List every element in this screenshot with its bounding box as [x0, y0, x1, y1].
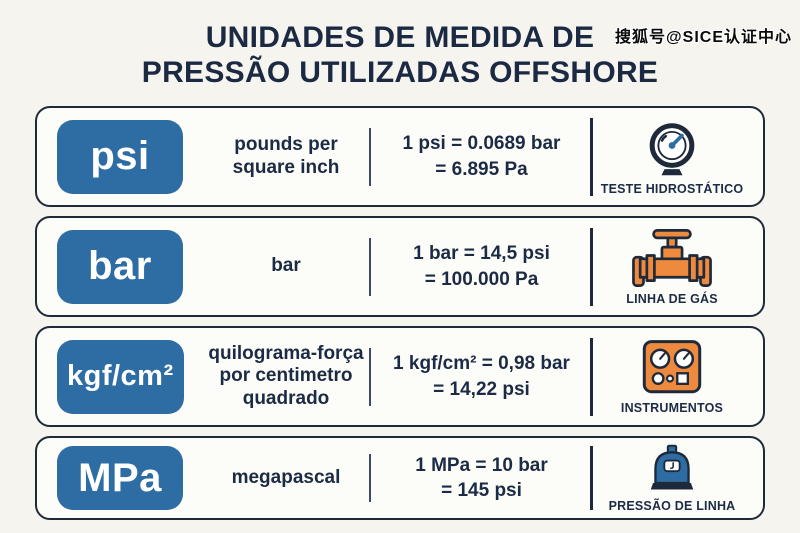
conversion-line1: 1 MPa = 10 bar — [415, 454, 548, 476]
divider — [369, 454, 371, 503]
divider — [590, 446, 593, 511]
unit-badge-wrap: MPa — [57, 446, 205, 511]
divider — [369, 127, 371, 186]
conversion-line1: 1 bar = 14,5 psi — [413, 243, 550, 265]
divider — [590, 337, 593, 416]
unit-cards-list: psi pounds per square inch 1 psi = 0.068… — [35, 106, 765, 521]
unit-badge-wrap: psi — [57, 119, 205, 194]
unit-description: pounds per square inch — [232, 134, 340, 178]
unit-card-bar: bar bar 1 bar = 14,5 psi = 100.000 Pa — [35, 216, 765, 318]
unit-badge-wrap: kgf/cm² — [57, 339, 205, 414]
divider — [590, 227, 593, 306]
usage-column: PRESSÃO DE LINHA — [593, 444, 751, 513]
instrument-panel-icon — [639, 338, 705, 398]
usage-label: INSTRUMENTOS — [620, 401, 724, 416]
usage-column: TESTE HIDROSTÁTICO — [593, 117, 751, 196]
gas-tank-icon — [642, 444, 702, 496]
pressure-gauge-icon — [641, 117, 703, 179]
conversion-values: 1 bar = 14,5 psi = 100.000 Pa — [373, 241, 590, 292]
page-title-line2: PRESSÃO UTILIZADAS OFFSHORE — [141, 56, 659, 90]
unit-description: bar — [271, 255, 301, 277]
conversion-values: 1 psi = 0.0689 bar = 6.895 Pa — [373, 131, 590, 182]
watermark-text: 搜狐号@SICE认证中心 — [615, 29, 792, 46]
unit-card-mpa: MPa megapascal 1 MPa = 10 bar = 145 psi … — [35, 436, 765, 521]
usage-label: TESTE HIDROSTÁTICO — [600, 182, 744, 197]
conversion-line2: = 145 psi — [441, 480, 522, 502]
conversion-line1: 1 psi = 0.0689 bar — [402, 133, 561, 155]
unit-badge-bar: bar — [57, 229, 183, 304]
conversion-values: 1 kgf/cm² = 0,98 bar = 14,22 psi — [373, 351, 590, 402]
pipe-valve-icon — [626, 227, 718, 289]
usage-label: LINHA DE GÁS — [626, 292, 718, 307]
divider — [369, 237, 371, 296]
unit-card-psi: psi pounds per square inch 1 psi = 0.068… — [35, 106, 765, 208]
unit-description: megapascal — [231, 466, 341, 488]
unit-badge-wrap: bar — [57, 229, 205, 304]
unit-badge-psi: psi — [57, 119, 183, 194]
conversion-line2: = 6.895 Pa — [435, 158, 528, 180]
usage-column: INSTRUMENTOS — [593, 338, 751, 415]
divider — [369, 347, 371, 406]
unit-card-kgfcm2: kgf/cm² quilograma-força por centimetro … — [35, 326, 765, 428]
usage-column: LINHA DE GÁS — [593, 227, 751, 306]
usage-label: PRESSÃO DE LINHA — [608, 498, 736, 513]
conversion-line1: 1 kgf/cm² = 0,98 bar — [393, 353, 570, 375]
conversion-line2: = 14,22 psi — [433, 378, 530, 400]
divider — [590, 117, 593, 196]
conversion-line2: = 100.000 Pa — [424, 268, 539, 290]
unit-badge-kgfcm2: kgf/cm² — [57, 339, 184, 414]
unit-badge-mpa: MPa — [57, 446, 183, 511]
unit-description: quilograma-força por centimetro quadrado — [208, 343, 364, 409]
conversion-values: 1 MPa = 10 bar = 145 psi — [373, 453, 590, 504]
page-title: UNIDADES DE MEDIDA DE PRESSÃO UTILIZADAS… — [0, 20, 800, 90]
page-title-line1: UNIDADES DE MEDIDA DE — [205, 21, 595, 54]
